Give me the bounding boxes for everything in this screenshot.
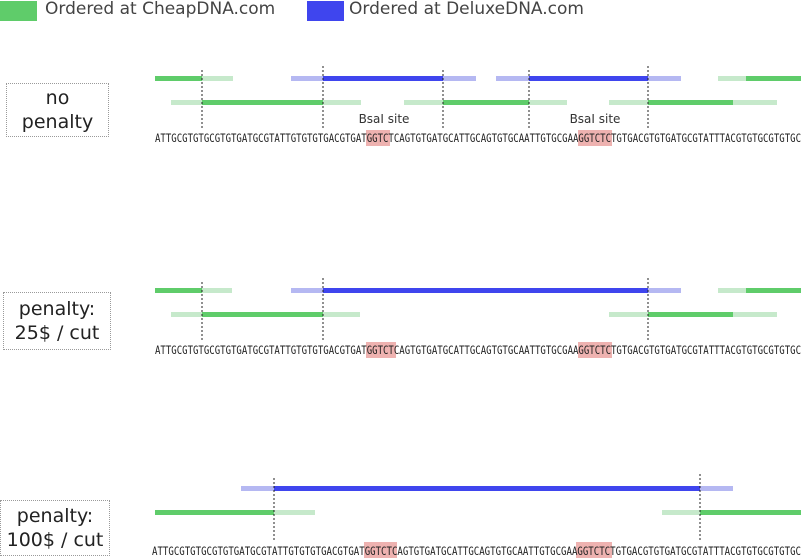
fragment-cheap — [202, 312, 323, 317]
fragment-cheap — [202, 100, 323, 105]
fragment-overhang-deluxe — [291, 76, 323, 81]
fragment-overhang-deluxe — [700, 486, 733, 491]
fragment-cheap — [746, 76, 801, 81]
fragment-overhang-deluxe — [443, 76, 476, 81]
panel-label-line2: 100$ / cut — [6, 529, 104, 551]
fragment-deluxe — [529, 76, 648, 81]
panel-label-line1: penalty: — [18, 298, 96, 320]
fragment-deluxe — [323, 288, 648, 293]
fragment-cheap — [155, 76, 202, 81]
panel-label-line1: no — [45, 87, 70, 109]
fragment-overhang-deluxe — [291, 288, 323, 293]
panel-label-line2: penalty — [21, 111, 94, 133]
legend-swatch-cheap — [0, 1, 37, 21]
fragment-deluxe — [323, 76, 443, 81]
legend-label-cheap: Ordered at CheapDNA.com — [45, 0, 276, 19]
site-label: BsaI site — [570, 112, 621, 126]
dna-sequence: ATTGCGTGTGCGTGTGATGCGTATTGTGTGTGACGTGATG… — [155, 131, 801, 145]
fragment-overhang-deluxe — [648, 76, 681, 81]
fragment-overhang-cheap — [202, 288, 232, 293]
fragment-overhang-cheap — [323, 312, 360, 317]
panel-no-penalty: BsaI site BsaI site ATTGCGTGTGCGTGTGATGC… — [155, 66, 801, 146]
panel-label-line1: penalty: — [16, 505, 94, 527]
legend-label-deluxe: Ordered at DeluxeDNA.com — [349, 0, 584, 19]
panel-label-penalty-100: penalty: 100$ / cut — [0, 500, 110, 556]
fragment-overhang-cheap — [171, 312, 202, 317]
site-highlight — [578, 130, 612, 146]
fragment-overhang-cheap — [404, 100, 443, 105]
fragment-overhang-cheap — [323, 100, 361, 105]
fragment-overhang-cheap — [733, 312, 777, 317]
fragment-cheap — [700, 510, 801, 515]
dna-sequence: ATTGCGTGTGCGTGTGATGCGTATTGTGTGTGACGTGATG… — [155, 343, 801, 357]
fragment-overhang-deluxe — [241, 486, 274, 491]
fragment-cheap — [443, 100, 529, 105]
fragment-overhang-cheap — [662, 510, 700, 515]
site-highlight — [366, 130, 390, 146]
fragment-overhang-deluxe — [648, 288, 681, 293]
fragment-overhang-cheap — [718, 288, 746, 293]
legend-swatch-deluxe — [307, 1, 344, 21]
fragment-overhang-cheap — [718, 76, 746, 81]
panel-label-line2: 25$ / cut — [14, 322, 100, 344]
site-highlight — [364, 542, 397, 558]
fragment-overhang-cheap — [609, 312, 648, 317]
fragment-overhang-cheap — [609, 100, 648, 105]
site-highlight — [366, 342, 396, 358]
fragment-overhang-cheap — [529, 100, 567, 105]
fragment-cheap — [155, 510, 274, 515]
fragment-cheap — [746, 288, 801, 293]
site-highlight — [578, 342, 612, 358]
panel-label-no-penalty: no penalty — [6, 83, 109, 137]
fragment-overhang-cheap — [274, 510, 315, 515]
dna-sequence: ATTGCGTGTGCGTGTGATGCGTATTGTGTGTGACGTGATG… — [152, 544, 801, 558]
fragment-cheap — [648, 100, 733, 105]
panel-penalty-25: ATTGCGTGTGCGTGTGATGCGTATTGTGTGTGACGTGATG… — [155, 278, 801, 358]
fragment-cheap — [155, 288, 202, 293]
fragment-overhang-cheap — [733, 100, 777, 105]
fragment-deluxe — [274, 486, 700, 491]
fragment-overhang-cheap — [202, 76, 233, 81]
fragment-cheap — [648, 312, 733, 317]
fragment-overhang-deluxe — [496, 76, 529, 81]
panel-penalty-100: ATTGCGTGTGCGTGTGATGCGTATTGTGTGTGACGTGATG… — [152, 474, 801, 558]
panel-label-penalty-25: penalty: 25$ / cut — [3, 292, 111, 350]
fragment-overhang-cheap — [171, 100, 202, 105]
site-label: BsaI site — [359, 112, 410, 126]
site-highlight — [576, 542, 612, 558]
